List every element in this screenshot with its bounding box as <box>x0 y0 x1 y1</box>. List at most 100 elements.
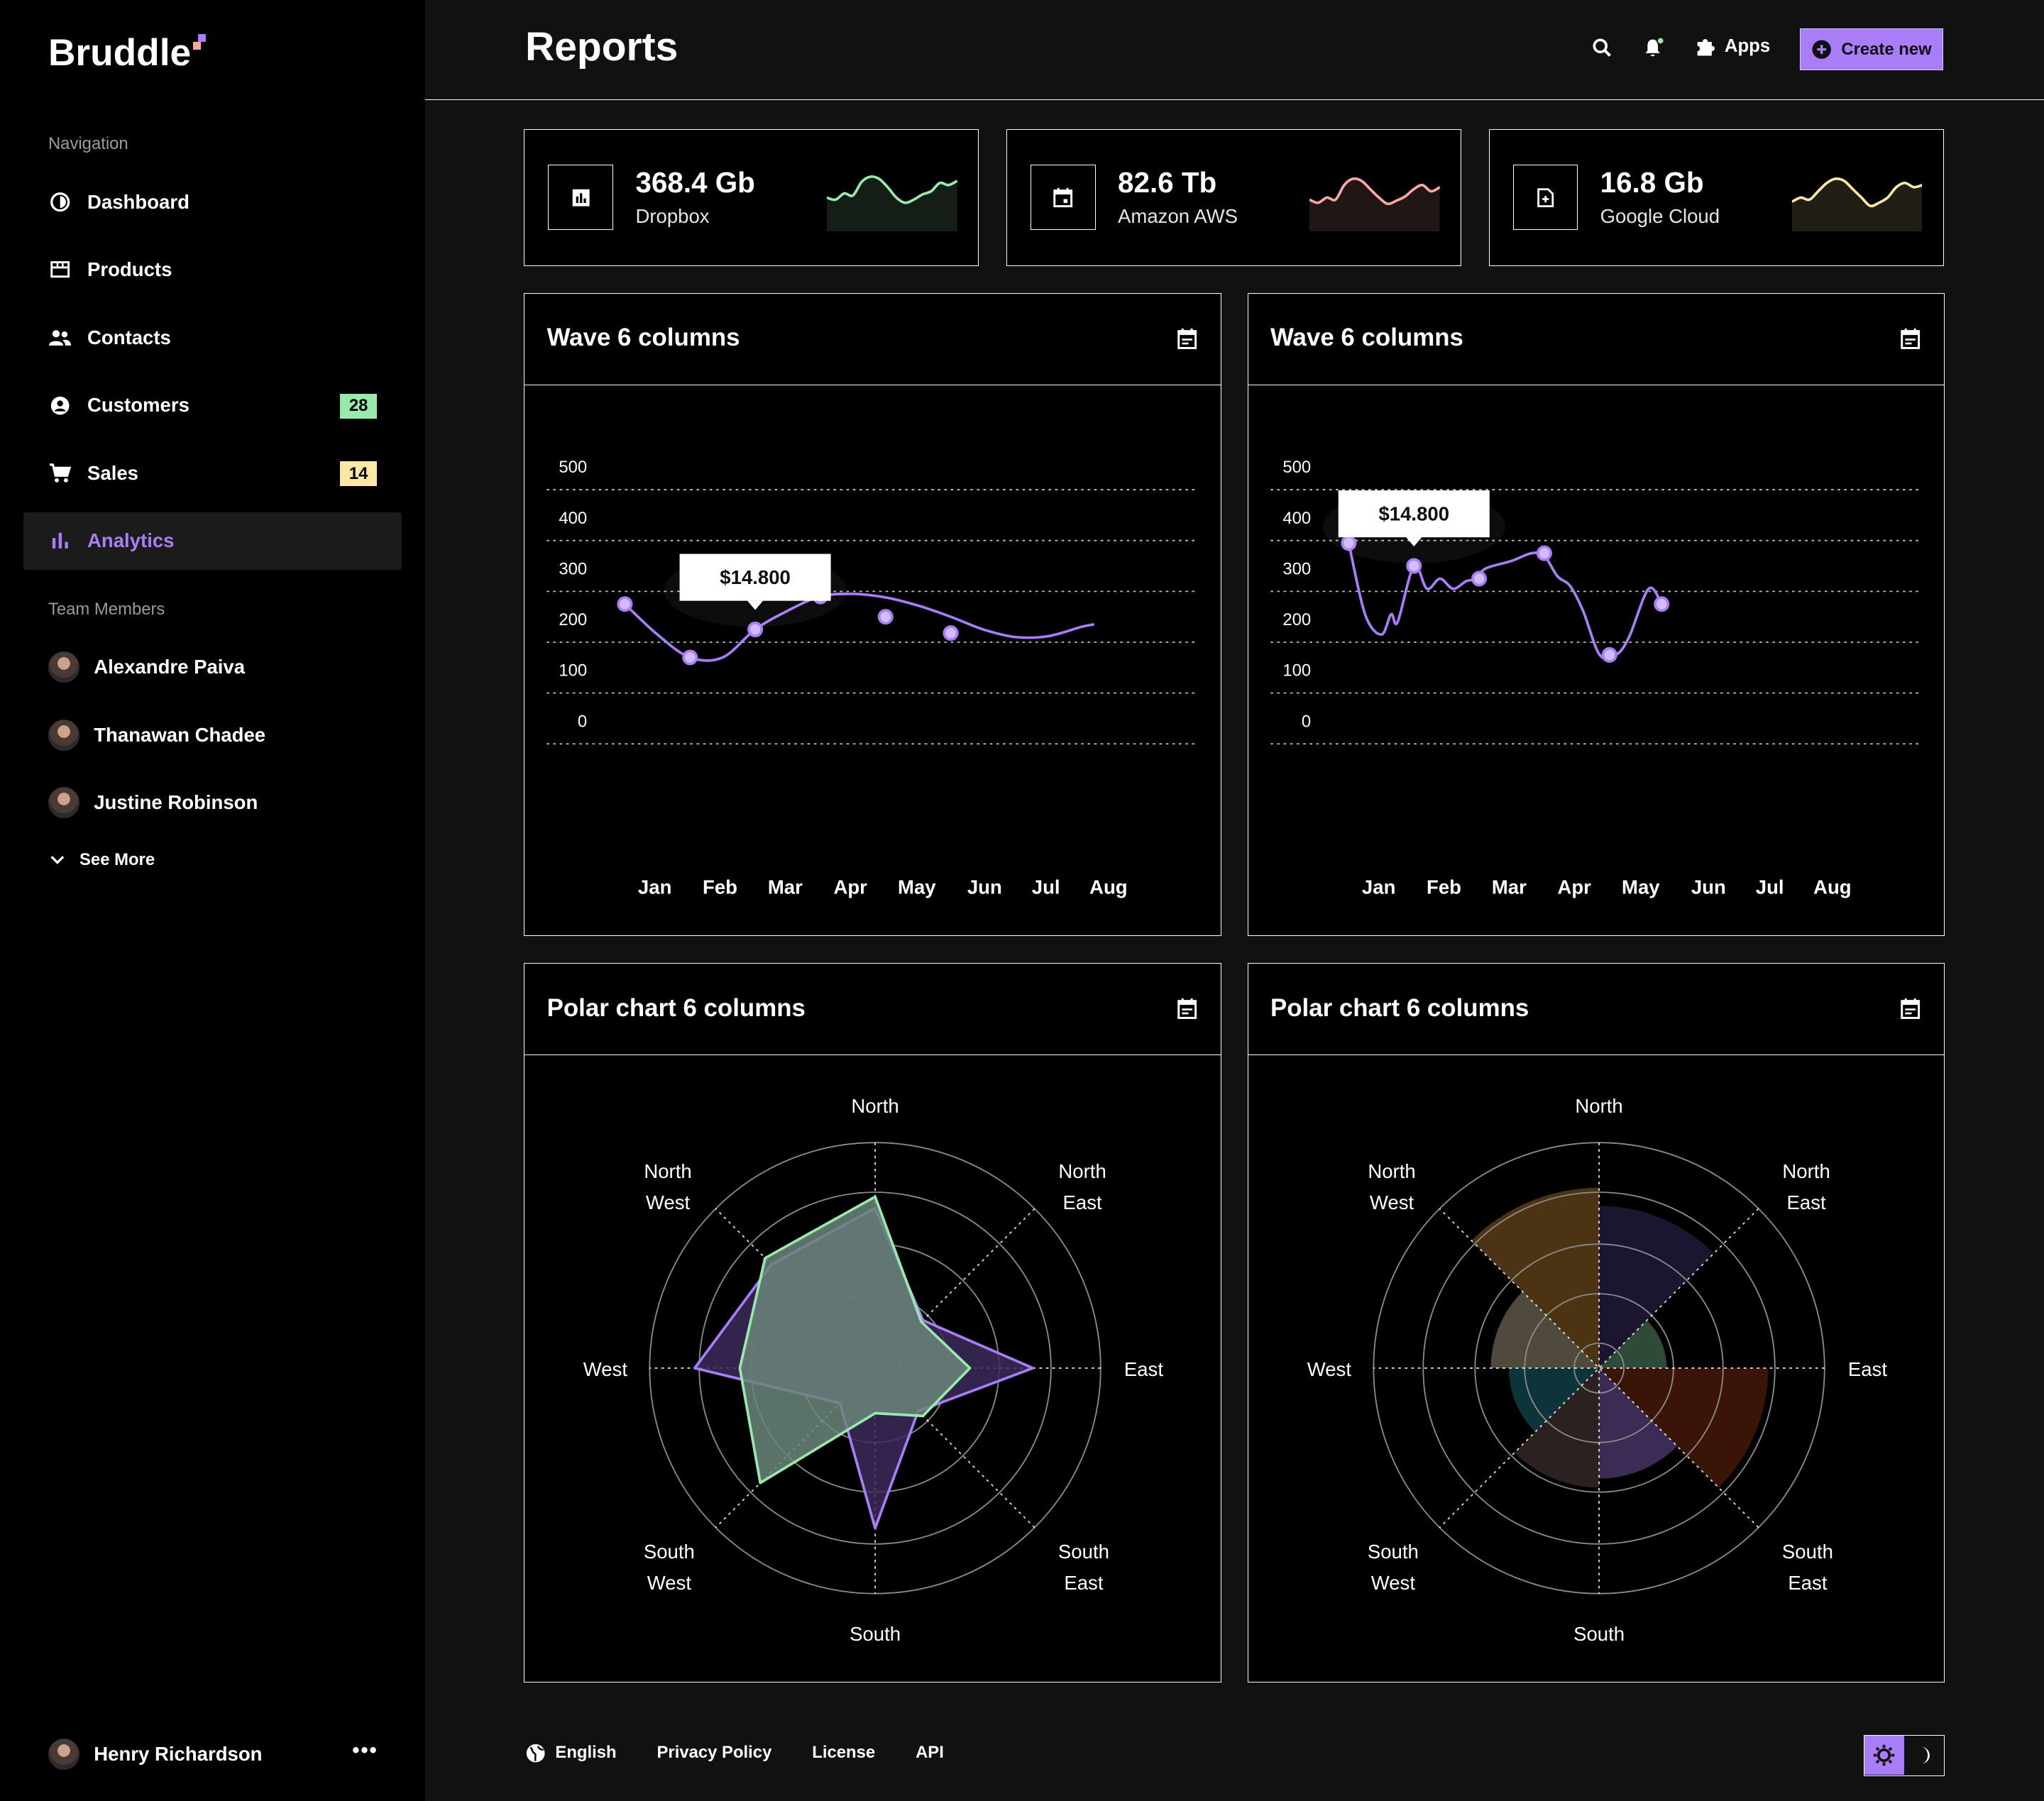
plus-circle-icon <box>1812 40 1832 59</box>
stat-card-google-cloud: 16.8 Gb Google Cloud <box>1488 128 1944 266</box>
sparkline-area <box>1309 178 1440 232</box>
privacy-policy-link[interactable]: Privacy Policy <box>656 1743 772 1763</box>
avatar <box>48 1739 80 1770</box>
tooltip-arrow <box>747 600 764 610</box>
card-header: Polar chart 6 columns <box>524 964 1221 1055</box>
profile-name: Henry Richardson <box>94 1743 263 1766</box>
search-icon[interactable] <box>1590 36 1614 60</box>
x-tick-label: Jun <box>967 876 1002 898</box>
more-options-button[interactable]: ••• <box>352 1739 378 1763</box>
wave-chart: 0 100 200 300 400 500 Jan Feb Mar Apr May Jun Jul Aug… <box>1270 458 1921 898</box>
sidebar-item-label: Customers <box>87 394 189 417</box>
theme-toggle[interactable] <box>1864 1734 1945 1777</box>
polar-axis-label: West <box>583 1358 628 1380</box>
user-profile[interactable]: Henry Richardson ••• <box>48 1739 378 1770</box>
x-tick-label: Jan <box>638 876 671 898</box>
data-point <box>943 624 959 641</box>
card-header: Wave 6 columns <box>524 294 1221 385</box>
calendar-icon[interactable] <box>1900 328 1921 350</box>
card-title: Polar chart 6 columns <box>546 993 806 1022</box>
polar-axis-label: South <box>644 1541 695 1563</box>
y-tick-label: 0 <box>578 712 587 731</box>
nav-section-label: Navigation <box>48 134 128 154</box>
polar-axis-label: South <box>1573 1623 1625 1645</box>
y-tick-label: 500 <box>1282 458 1311 477</box>
polar-chart: North North East East South East South South Wes… <box>583 1095 1164 1645</box>
see-more-button[interactable]: See More <box>48 850 155 870</box>
x-tick-label: Jun <box>1691 876 1726 898</box>
card-title: Polar chart 6 columns <box>1270 993 1529 1022</box>
calendar-icon[interactable] <box>1900 998 1921 1020</box>
analytics-icon <box>48 529 72 553</box>
wave-chart: 0 100 200 300 400 500 Jan Feb Mar Apr May Jun Jul Aug… <box>546 458 1198 898</box>
team-member-thanawan[interactable]: Thanawan Chadee <box>48 719 266 751</box>
polar-axis-label: North <box>1575 1095 1622 1117</box>
create-new-button[interactable]: Create new <box>1800 28 1944 71</box>
polar-axis-label: West <box>647 1572 692 1594</box>
polar-axis-label: West <box>1370 1572 1415 1594</box>
team-member-justine[interactable]: Justine Robinson <box>48 787 258 819</box>
polar-sector <box>1490 1291 1599 1368</box>
tooltip-arrow <box>1405 536 1422 546</box>
calendar-icon[interactable] <box>1177 998 1197 1020</box>
data-point <box>682 649 698 666</box>
polar-chart-card-2: Polar chart 6 columns North North East East… <box>1247 963 1945 1683</box>
language-selector[interactable]: English <box>525 1743 617 1763</box>
wave-chart-card-1: Wave 6 columns 0 100 200 300 400 500 Jan Feb Mar… <box>524 293 1221 936</box>
sidebar: Bruddle Navigation Dashboard Products Co… <box>0 0 425 1801</box>
page-title: Reports <box>525 24 678 70</box>
sales-badge: 14 <box>340 461 377 487</box>
stat-icon-box <box>548 165 614 231</box>
sparkline-area <box>827 176 958 232</box>
stat-card-amazon-aws: 82.6 Tb Amazon AWS <box>1006 128 1461 266</box>
puzzle-icon <box>1697 38 1715 56</box>
polar-axis-label: West <box>1307 1358 1351 1380</box>
card-header: Polar chart 6 columns <box>1248 964 1945 1055</box>
x-tick-label: May <box>898 876 936 898</box>
create-new-label: Create new <box>1841 39 1932 59</box>
top-header: Reports Apps Create new <box>424 0 2044 101</box>
data-point <box>878 608 894 624</box>
apps-button[interactable]: Apps <box>1695 35 1770 57</box>
team-member-alexandre[interactable]: Alexandre Paiva <box>48 651 245 683</box>
api-link[interactable]: API <box>916 1743 944 1763</box>
x-tick-label: Apr <box>834 876 868 898</box>
dark-theme-button[interactable] <box>1904 1736 1943 1775</box>
polar-sector <box>1598 1367 1769 1488</box>
license-link[interactable]: License <box>812 1743 876 1763</box>
polar-axis-label: North <box>1782 1160 1830 1182</box>
y-tick-label: 100 <box>1282 661 1311 680</box>
y-tick-label: 200 <box>559 610 588 629</box>
polar-chart-card-1: Polar chart 6 columns North North East East… <box>524 963 1221 1683</box>
sidebar-item-contacts[interactable]: Contacts <box>23 309 402 366</box>
polar-sector <box>1514 1367 1599 1488</box>
light-theme-button[interactable] <box>1864 1735 1904 1775</box>
x-tick-label: Mar <box>768 876 803 898</box>
polar-axis-label: South <box>850 1623 901 1645</box>
footer: English Privacy Policy License API <box>525 1743 984 1763</box>
x-tick-label: Jul <box>1755 876 1784 898</box>
polar-axis-label: East <box>1848 1358 1887 1380</box>
brand-logo[interactable]: Bruddle <box>48 32 192 75</box>
customers-badge: 28 <box>340 393 377 419</box>
avatar <box>48 787 80 819</box>
sparkline-line <box>1791 177 1923 208</box>
team-member-name: Thanawan Chadee <box>94 723 266 746</box>
data-point <box>1405 558 1422 574</box>
calendar-icon[interactable] <box>1177 328 1197 350</box>
polar-axis-label: East <box>1063 1191 1102 1213</box>
notification-bell-icon[interactable] <box>1642 36 1666 60</box>
sidebar-item-sales[interactable]: Sales 14 <box>23 444 402 502</box>
sidebar-item-dashboard[interactable]: Dashboard <box>23 173 402 231</box>
sparkline-line <box>1309 177 1440 206</box>
sidebar-item-analytics[interactable]: Analytics <box>23 512 402 570</box>
radar-series <box>738 1195 972 1485</box>
sidebar-item-customers[interactable]: Customers 28 <box>23 377 402 434</box>
stat-label: Google Cloud <box>1600 205 1720 228</box>
team-member-name: Justine Robinson <box>94 791 258 814</box>
sidebar-item-label: Sales <box>87 461 139 484</box>
polar-axis-label: North <box>644 1160 692 1182</box>
polar-axis-label: East <box>1065 1572 1104 1594</box>
sidebar-item-products[interactable]: Products <box>23 241 402 299</box>
sparkline <box>1309 177 1440 232</box>
